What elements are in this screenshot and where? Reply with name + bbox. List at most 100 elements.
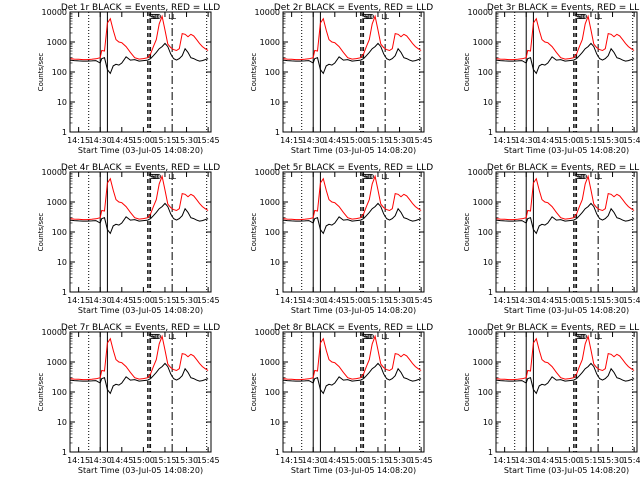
y-tick-label: 1	[62, 288, 67, 297]
annotation-mark: SD	[149, 13, 159, 21]
chart-title: Det 8r BLACK = Events, RED = LLD	[274, 323, 433, 333]
annotation-mark: LL	[168, 13, 176, 21]
x-tick-label: 15:45	[623, 296, 640, 305]
x-tick-label: 14:30	[89, 456, 112, 465]
plot-frame	[495, 11, 638, 133]
y-tick-label: 10000	[255, 168, 280, 177]
chart-title: Det 5r BLACK = Events, RED = LLD	[274, 163, 433, 173]
annotation-mark: LL	[594, 333, 602, 341]
annotation-mark: SD	[151, 333, 161, 341]
series-line-lld	[282, 174, 422, 221]
annotation-mark: SD	[362, 333, 372, 341]
y-tick-label: 1000	[260, 358, 280, 367]
x-axis-label: Start Time (03-Jul-05 14:08:20)	[291, 306, 416, 315]
chart-title: Det 9r BLACK = Events, RED = LLD	[487, 323, 640, 333]
annotation-mark: SD	[575, 333, 585, 341]
chart-title: Det 1r BLACK = Events, RED = LLD	[61, 3, 220, 13]
annotation-mark: SD	[575, 13, 585, 21]
annotation-mark: SD	[362, 173, 372, 181]
y-axis-label: Counts/sec	[463, 373, 471, 412]
x-axis-label: Start Time (03-Jul-05 14:08:20)	[504, 466, 629, 475]
y-tick-label: 1000	[260, 198, 280, 207]
x-tick-label: 14:30	[515, 456, 538, 465]
x-tick-label: 15:00	[132, 456, 155, 465]
x-tick-label: 14:30	[89, 136, 112, 145]
y-tick-label: 10000	[468, 328, 493, 337]
y-tick-label: 1	[488, 288, 493, 297]
y-axis-label: Counts/sec	[463, 213, 471, 252]
series-line-events	[69, 42, 209, 75]
x-tick-label: 15:45	[623, 136, 640, 145]
x-tick-label: 15:00	[558, 136, 581, 145]
annotation-mark: SD	[363, 173, 373, 181]
annotation-mark: SD	[362, 13, 372, 21]
series-line-lld	[69, 334, 209, 381]
x-tick-label: 14:30	[302, 296, 325, 305]
y-tick-label: 1000	[47, 38, 67, 47]
y-tick-label: 100	[52, 68, 67, 77]
annotation-mark: SD	[576, 13, 586, 21]
y-tick-label: 100	[52, 388, 67, 397]
x-tick-label: 14:45	[536, 136, 559, 145]
annotation-mark: SD	[151, 13, 161, 21]
x-tick-label: 15:15	[153, 136, 176, 145]
plot-frame	[495, 171, 638, 293]
y-tick-label: 10	[483, 98, 493, 107]
x-tick-label: 14:15	[493, 136, 516, 145]
x-tick-label: 15:45	[197, 456, 220, 465]
x-tick-label: 14:15	[67, 296, 90, 305]
plot-frame	[69, 331, 212, 453]
annotation-mark: LL	[168, 173, 176, 181]
series-line-events	[282, 42, 422, 75]
y-tick-label: 1	[488, 448, 493, 457]
annotation-mark: SD	[577, 333, 587, 341]
annotation-mark: SD	[151, 173, 161, 181]
y-tick-label: 10	[57, 98, 67, 107]
annotation-mark: SD	[150, 333, 160, 341]
x-axis-label: Start Time (03-Jul-05 14:08:20)	[78, 306, 203, 315]
annotation-mark: LL	[594, 13, 602, 21]
x-tick-label: 15:30	[175, 456, 198, 465]
y-tick-label: 10	[270, 98, 280, 107]
y-axis-label: Counts/sec	[37, 373, 45, 412]
x-tick-label: 15:30	[388, 136, 411, 145]
x-tick-label: 15:45	[197, 136, 220, 145]
series-line-lld	[282, 14, 422, 61]
x-tick-label: 15:00	[345, 456, 368, 465]
x-axis-label: Start Time (03-Jul-05 14:08:20)	[78, 466, 203, 475]
y-tick-label: 1000	[260, 38, 280, 47]
x-tick-label: 15:30	[601, 456, 624, 465]
x-tick-label: 15:15	[579, 136, 602, 145]
annotation-mark: LL	[381, 13, 389, 21]
series-line-lld	[69, 174, 209, 221]
series-line-lld	[495, 334, 635, 381]
y-tick-label: 10	[57, 258, 67, 267]
plot-frame	[495, 331, 638, 453]
x-tick-label: 15:15	[579, 456, 602, 465]
annotation-mark: LL	[381, 173, 389, 181]
y-tick-label: 10000	[42, 8, 67, 17]
x-tick-label: 14:15	[493, 296, 516, 305]
chart-title: Det 3r BLACK = Events, RED = LLD	[487, 3, 640, 13]
y-tick-label: 10000	[42, 328, 67, 337]
y-tick-label: 10	[57, 418, 67, 427]
y-tick-label: 1	[275, 288, 280, 297]
x-tick-label: 15:30	[175, 296, 198, 305]
x-tick-label: 14:45	[536, 456, 559, 465]
annotation-mark: SD	[149, 333, 159, 341]
annotation-mark: SD	[364, 13, 374, 21]
x-tick-label: 15:15	[579, 296, 602, 305]
series-line-events	[282, 202, 422, 235]
y-tick-label: 1000	[473, 38, 493, 47]
x-tick-label: 14:45	[536, 296, 559, 305]
annotation-mark: LL	[381, 333, 389, 341]
y-tick-label: 1	[275, 128, 280, 137]
chart-title: Det 4r BLACK = Events, RED = LLD	[61, 163, 220, 173]
x-axis-label: Start Time (03-Jul-05 14:08:20)	[78, 146, 203, 155]
